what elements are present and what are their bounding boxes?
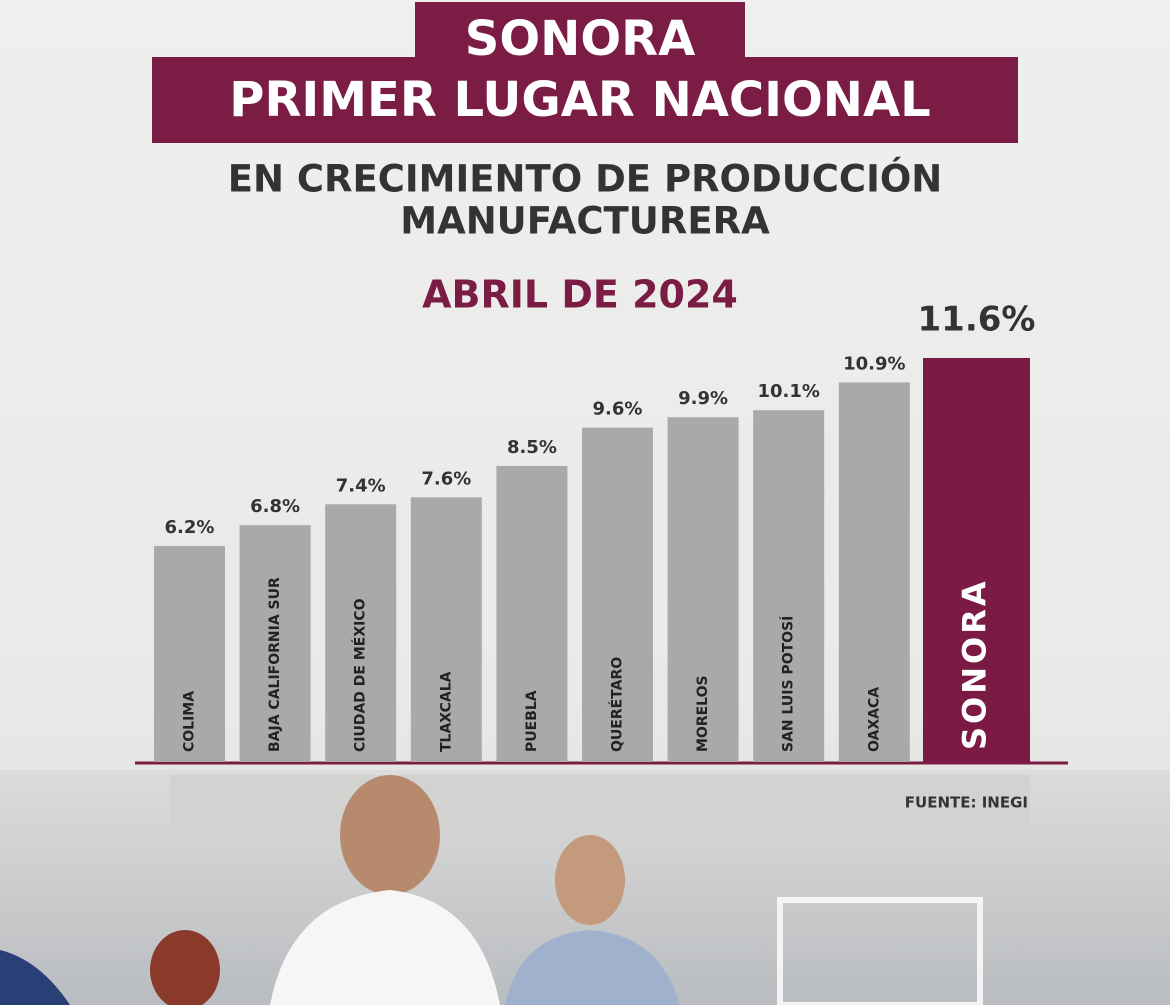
bar — [582, 427, 653, 762]
photo — [0, 770, 1170, 1005]
value-label: 7.6% — [421, 468, 471, 489]
value-label: 6.8% — [250, 496, 300, 517]
value-label: 9.6% — [593, 399, 643, 420]
category-label: BAJA CALIFORNIA SUR — [267, 577, 283, 752]
title-box — [152, 57, 1018, 143]
category-label: SAN LUIS POTOSÍ — [780, 616, 797, 752]
value-label: 8.5% — [507, 437, 557, 458]
person — [270, 890, 500, 1005]
category-label: PUEBLA — [524, 690, 540, 752]
subtitle: EN CRECIMIENTO DE PRODUCCIÓN — [228, 157, 943, 201]
title: PRIMER LUGAR NACIONAL — [229, 72, 930, 128]
category-label: OAXACA — [866, 687, 882, 752]
bar — [667, 417, 739, 762]
subtitle: MANUFACTURERA — [400, 200, 770, 243]
title: SONORA — [465, 11, 695, 67]
bar — [838, 382, 910, 762]
bar — [239, 525, 311, 762]
value-label: 6.2% — [165, 517, 215, 538]
bar — [923, 358, 1030, 762]
category-label: CIUDAD DE MÉXICO — [352, 598, 369, 752]
person — [555, 835, 625, 925]
ceiling-duct — [170, 775, 1030, 835]
value-label: 9.9% — [678, 388, 728, 409]
category-label: TLAXCALA — [438, 671, 454, 752]
value-label: 10.9% — [843, 353, 905, 374]
category-label: COLIMA — [182, 691, 198, 752]
bar — [154, 546, 225, 762]
person — [0, 950, 70, 1005]
bar — [753, 410, 825, 762]
title-box — [415, 2, 745, 64]
person — [150, 930, 220, 1005]
person — [505, 930, 680, 1005]
value-label: 10.1% — [757, 381, 819, 402]
bar — [325, 504, 397, 762]
category-label: QUERÉTARO — [609, 657, 626, 752]
bar — [496, 465, 568, 762]
category-label: MORELOS — [695, 675, 711, 752]
period: ABRIL DE 2024 — [422, 273, 738, 317]
machine-frame — [777, 897, 983, 1005]
source: FUENTE: INEGI — [905, 794, 1028, 812]
value-label: 7.4% — [336, 475, 386, 496]
bar — [410, 497, 482, 762]
value-label: 11.6% — [918, 300, 1036, 340]
person — [340, 775, 440, 895]
category-label: SONORA — [956, 578, 994, 750]
